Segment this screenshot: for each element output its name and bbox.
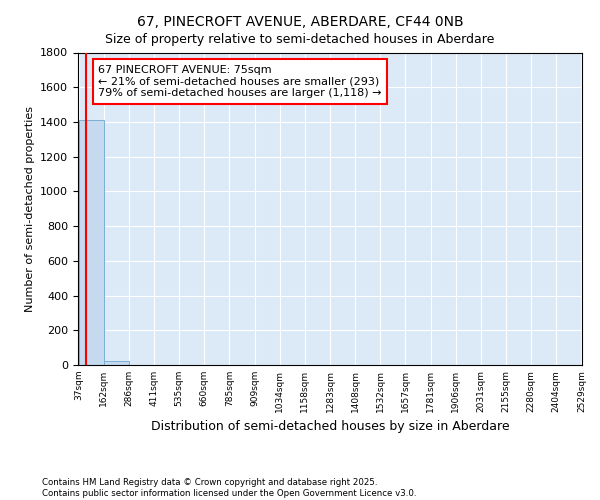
X-axis label: Distribution of semi-detached houses by size in Aberdare: Distribution of semi-detached houses by … [151, 420, 509, 434]
Text: 67 PINECROFT AVENUE: 75sqm
← 21% of semi-detached houses are smaller (293)
79% o: 67 PINECROFT AVENUE: 75sqm ← 21% of semi… [98, 65, 382, 98]
Bar [79, 120, 104, 365]
Text: 67, PINECROFT AVENUE, ABERDARE, CF44 0NB: 67, PINECROFT AVENUE, ABERDARE, CF44 0NB [137, 15, 463, 29]
Y-axis label: Number of semi-detached properties: Number of semi-detached properties [25, 106, 35, 312]
Text: Contains HM Land Registry data © Crown copyright and database right 2025.
Contai: Contains HM Land Registry data © Crown c… [42, 478, 416, 498]
Text: Size of property relative to semi-detached houses in Aberdare: Size of property relative to semi-detach… [106, 32, 494, 46]
Bar [104, 360, 129, 365]
